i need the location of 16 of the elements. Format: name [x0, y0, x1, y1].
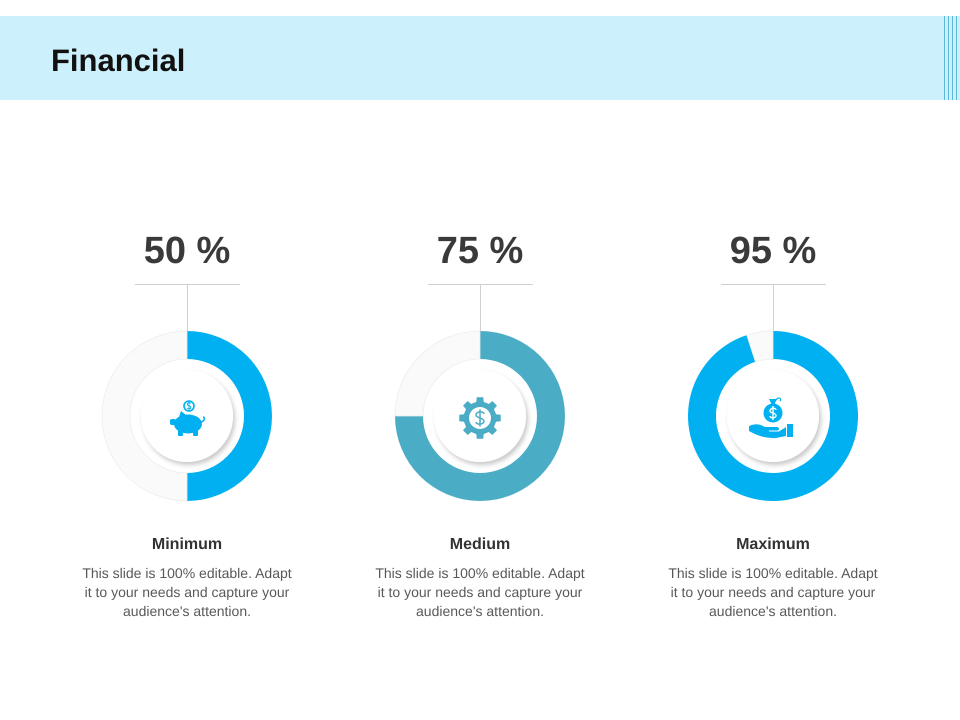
text: This slide is 100% editable. Adapt it to your needs and capture your audience's attention. — [668, 565, 878, 619]
text: Maximum — [736, 536, 810, 553]
donut-slice — [102, 330, 188, 502]
donut-slice — [395, 331, 565, 501]
donut-slice — [746, 330, 774, 362]
data-label: 75 % — [436, 230, 524, 272]
donut-slice — [394, 330, 480, 416]
donut-slice — [688, 331, 858, 501]
donut-slice — [187, 331, 272, 501]
text: Financial — [51, 43, 186, 78]
text: Minimum — [152, 536, 222, 553]
text: This slide is 100% editable. Adapt it to your needs and capture your audience's attention. — [82, 565, 292, 619]
data-label: 95 % — [730, 230, 816, 272]
text: This slide is 100% editable. Adapt it to your needs and capture your audience's attention. — [375, 565, 585, 619]
text: Medium — [450, 536, 510, 553]
data-label: 50 % — [144, 230, 230, 272]
